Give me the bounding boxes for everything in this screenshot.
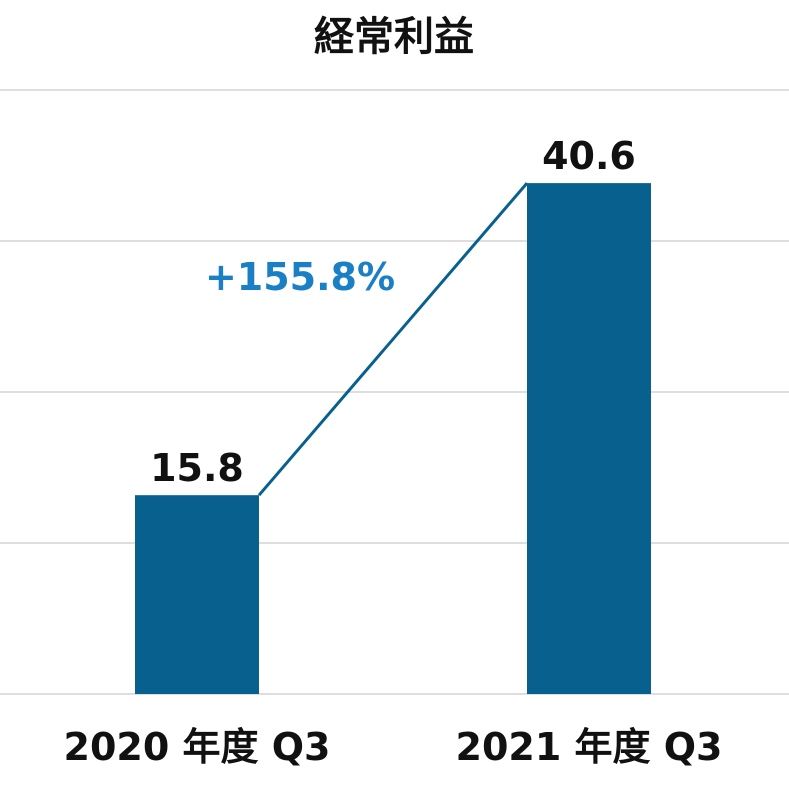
growth-connector-line — [257, 182, 529, 497]
value-label-1: 15.8 — [150, 446, 244, 490]
value-labels: 15.8 40.6 — [150, 134, 636, 490]
bar-1 — [135, 495, 259, 694]
bar-2 — [527, 183, 651, 694]
chart-title: 経常利益 — [314, 14, 474, 60]
growth-annotation: +155.8% — [205, 255, 395, 299]
gridlines — [0, 89, 789, 695]
category-label-2: 2021 年度 Q3 — [456, 725, 723, 769]
category-label-1: 2020 年度 Q3 — [64, 725, 331, 769]
value-label-2: 40.6 — [542, 134, 636, 178]
bars — [135, 183, 651, 694]
category-labels: 2020 年度 Q3 2021 年度 Q3 — [64, 725, 723, 769]
